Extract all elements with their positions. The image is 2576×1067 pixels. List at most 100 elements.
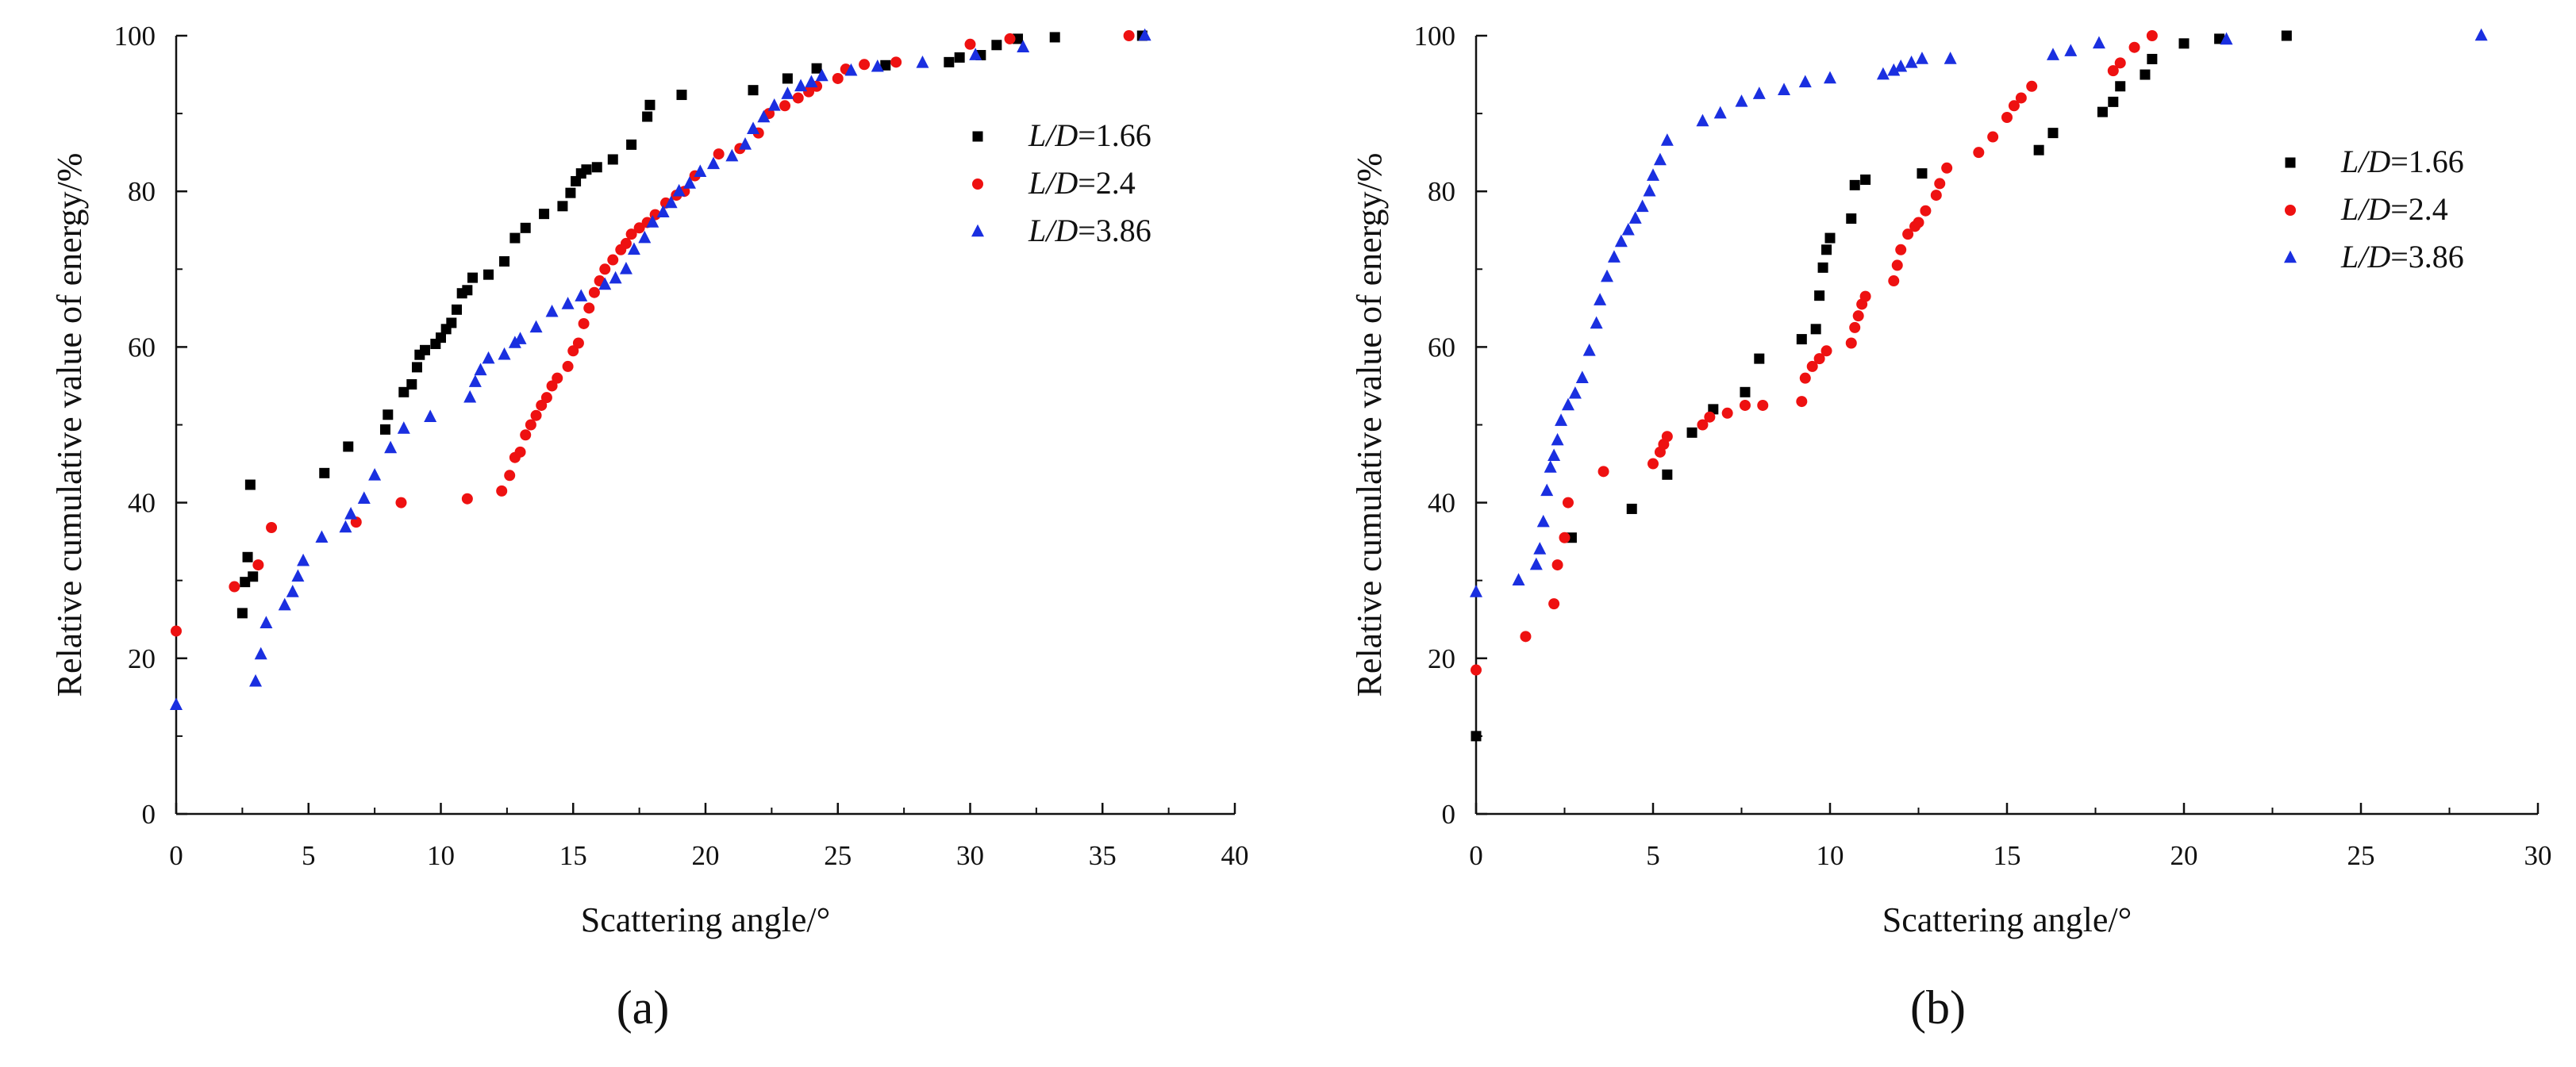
data-point [964, 38, 976, 50]
data-point [954, 52, 965, 63]
data-point [545, 304, 559, 317]
data-point [384, 440, 398, 454]
data-point [1845, 337, 1857, 349]
data-point [509, 232, 521, 244]
data-point [2008, 100, 2020, 112]
data-point [1533, 542, 1547, 555]
data-point [252, 559, 264, 571]
data-point [1796, 396, 1808, 408]
data-point [436, 332, 446, 344]
chart-panel-a: 0 5 10 15 20 25 30 35 40 0 20 40 60 80 100 Scattering a… [50, 21, 1249, 1034]
legend: L/D=1.66L/D=2.4L/D=3.86 [971, 117, 1152, 248]
data-point [315, 530, 329, 543]
legend-variable: L/D [2340, 144, 2390, 179]
panel-label: (a) [617, 981, 670, 1034]
legend: L/D=1.66L/D=2.4L/D=3.86 [2284, 144, 2464, 274]
legend-value: =2.4 [1078, 165, 1136, 201]
data-point [1821, 244, 1832, 255]
data-point [170, 697, 183, 710]
data-point [890, 56, 902, 68]
x-tick-label: 5 [1646, 840, 1660, 871]
data-point [725, 148, 739, 162]
y-tick-label: 40 [1428, 488, 1455, 519]
data-point [529, 320, 543, 333]
data-point [607, 254, 619, 266]
data-point [1470, 585, 1482, 597]
data-point [171, 625, 182, 637]
x-tick-label: 25 [2347, 840, 2375, 871]
y-axis-title: Relative cumulative value of energy/% [1350, 153, 1389, 697]
data-point [1636, 199, 1649, 213]
data-point [782, 73, 793, 84]
data-point [2220, 32, 2233, 45]
data-point [1013, 33, 1024, 44]
y-tick-label: 20 [1428, 643, 1455, 674]
data-point [1895, 244, 1907, 255]
data-point [794, 79, 808, 92]
data-point [2046, 48, 2059, 60]
panel-label: (b) [1910, 981, 1966, 1034]
legend-label: L/D=2.4 [2340, 191, 2448, 227]
series-square [1471, 30, 2292, 742]
data-point [540, 392, 552, 404]
x-tick-label: 25 [824, 840, 852, 871]
data-point [339, 520, 352, 533]
data-point [462, 285, 473, 296]
data-point [1614, 234, 1628, 248]
data-point [1987, 131, 1999, 143]
data-point [1824, 232, 1836, 244]
data-point [1757, 399, 1769, 411]
data-point [944, 56, 955, 67]
x-tick-label: 30 [2524, 840, 2552, 871]
data-point [1568, 386, 1582, 399]
data-point [2108, 96, 2119, 107]
data-point [1920, 205, 1932, 217]
data-point [278, 597, 291, 611]
x-tick-label: 0 [1469, 840, 1483, 871]
y-tick-label: 40 [128, 488, 156, 519]
data-point [344, 507, 358, 520]
data-point [748, 85, 759, 96]
legend-marker [972, 131, 983, 142]
data-point [1778, 83, 1791, 95]
data-point [1049, 32, 1060, 43]
data-point [1876, 67, 1890, 80]
data-point [1902, 228, 1914, 240]
data-point [552, 372, 563, 384]
data-point [557, 201, 568, 212]
data-point [1859, 290, 1871, 302]
legend-variable: L/D [2340, 191, 2390, 227]
data-point [1686, 427, 1697, 438]
series-circle [171, 30, 1135, 637]
x-tick-label: 20 [2170, 840, 2198, 871]
data-point [815, 68, 829, 82]
data-point [536, 399, 548, 411]
data-point [1621, 222, 1635, 236]
data-point [398, 386, 409, 397]
data-point [397, 421, 410, 434]
legend-variable: L/D [2340, 239, 2390, 274]
legend-label: L/D=2.4 [1028, 165, 1136, 201]
data-point [561, 297, 575, 309]
data-point [591, 162, 602, 173]
data-point [260, 616, 273, 628]
data-point [626, 139, 637, 150]
data-point [1930, 190, 1942, 202]
data-point [747, 121, 760, 135]
data-point [1647, 458, 1659, 470]
data-point [627, 242, 640, 255]
data-point [1551, 559, 1563, 571]
x-axis-title: Scattering angle/° [581, 900, 831, 939]
data-point [757, 109, 771, 123]
data-point [2097, 106, 2108, 117]
data-point [581, 164, 592, 175]
data-point [625, 228, 637, 240]
data-point [739, 137, 752, 150]
data-point [1887, 63, 1901, 76]
data-point [1852, 310, 1864, 322]
data-point [2092, 36, 2105, 49]
legend-label: L/D=3.86 [2340, 239, 2464, 274]
data-point [1697, 419, 1709, 431]
x-tick-label: 20 [692, 840, 720, 871]
data-point [463, 390, 477, 403]
